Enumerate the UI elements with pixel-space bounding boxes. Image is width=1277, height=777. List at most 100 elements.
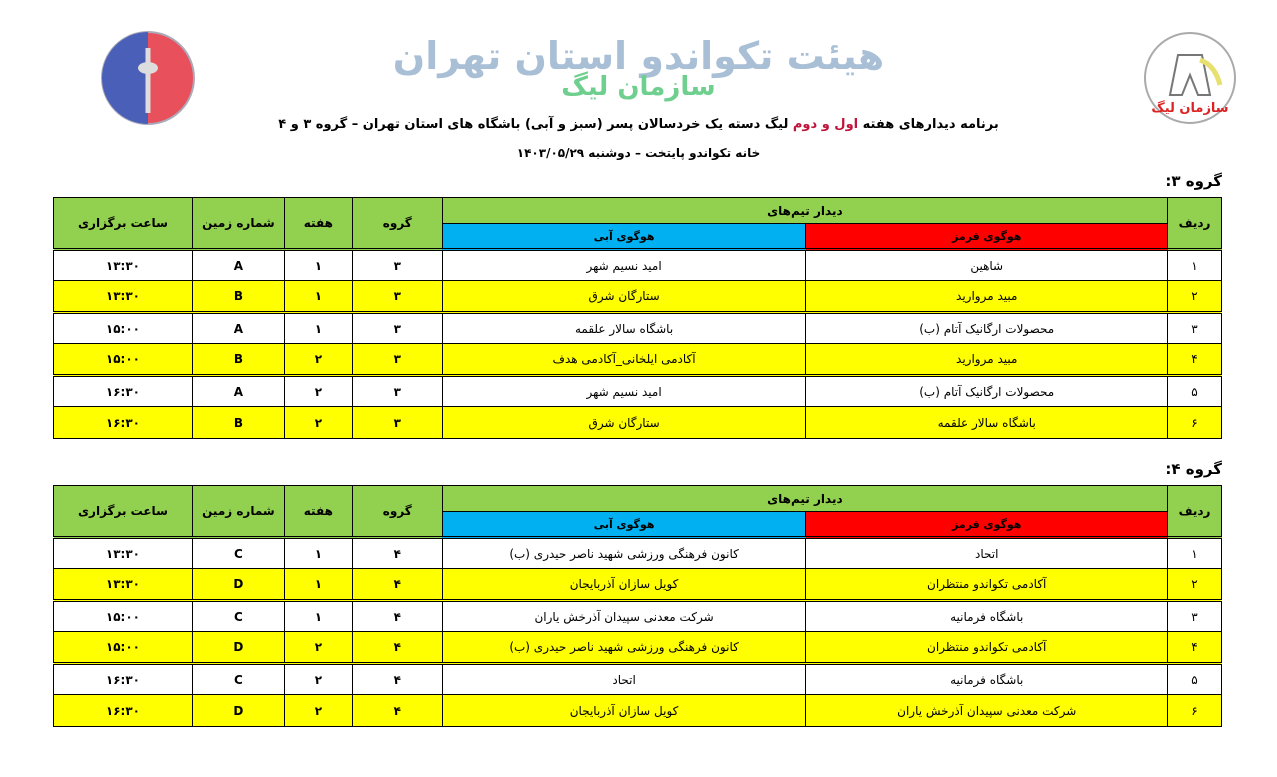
blue-team: کانون فرهنگی ورزشی شهید ناصر حیدری (ب) [441, 631, 807, 664]
svg-text:سازمان لیگ: سازمان لیگ [1151, 100, 1228, 116]
table-row: ۵ محصولات ارگانیک آتام (ب) امید نسیم شهر… [53, 374, 1222, 407]
week-number: ۱ [283, 248, 353, 281]
table-row: ۱ اتحاد کانون فرهنگی ورزشی شهید ناصر حید… [53, 536, 1222, 569]
row-number: ۲ [1167, 280, 1222, 313]
group-number: ۴ [351, 694, 443, 727]
col-row: ردیف [1167, 485, 1222, 538]
week-number: ۱ [283, 599, 353, 632]
col-court: شماره زمین [191, 197, 285, 250]
match-time: ۱۶:۳۰ [53, 406, 193, 439]
col-court: شماره زمین [191, 485, 285, 538]
court-number: A [191, 374, 285, 407]
court-number: C [191, 599, 285, 632]
red-team: باشگاه فرمانیه [805, 599, 1169, 632]
row-number: ۶ [1167, 406, 1222, 439]
col-red: هوگوی قرمز [805, 511, 1169, 538]
league-organization-logo: سازمان لیگ [1144, 32, 1236, 124]
col-blue: هوگوی آبی [441, 511, 807, 538]
court-number: B [191, 280, 285, 313]
desc-highlight: اول و دوم [792, 117, 859, 132]
red-team: محصولات ارگانیک آتام (ب) [805, 311, 1169, 344]
court-number: C [191, 536, 285, 569]
court-number: A [191, 311, 285, 344]
table-row: ۶ باشگاه سالار علقمه ستارگان شرق ۳ ۲ B ۱… [53, 406, 1222, 439]
red-team: باشگاه سالار علقمه [805, 406, 1169, 439]
table-row: ۲ آکادمی تکواندو منتظران کویل سازان آذرب… [53, 568, 1222, 601]
court-number: D [191, 568, 285, 601]
court-number: D [191, 694, 285, 727]
col-match: دیدار تیم‌های [441, 197, 1169, 224]
table-row: ۴ مبید مروارید آکادمی ایلخانی_آکادمی هدف… [53, 343, 1222, 376]
table-row: ۶ شرکت معدنی سپیدان آذرخش یاران کویل ساز… [53, 694, 1222, 727]
tehran-taekwondo-logo [101, 31, 195, 125]
group-number: ۳ [351, 406, 443, 439]
blue-team: امید نسیم شهر [441, 248, 807, 281]
court-number: B [191, 406, 285, 439]
row-number: ۵ [1167, 662, 1222, 695]
group-number: ۳ [351, 343, 443, 376]
row-number: ۱ [1167, 248, 1222, 281]
group-number: ۴ [351, 599, 443, 632]
week-number: ۱ [283, 536, 353, 569]
red-team: آکادمی تکواندو منتظران [805, 568, 1169, 601]
match-time: ۱۳:۳۰ [53, 248, 193, 281]
red-team: شاهین [805, 248, 1169, 281]
blue-team: ستارگان شرق [441, 280, 807, 313]
desc-text: لیگ دسته یک خردسالان پسر (سبز و آبی) باش… [278, 117, 793, 132]
blue-team: کویل سازان آذربایجان [441, 568, 807, 601]
blue-team: کانون فرهنگی ورزشی شهید ناصر حیدری (ب) [441, 536, 807, 569]
red-team: آکادمی تکواندو منتظران [805, 631, 1169, 664]
table-row: ۲ مبید مروارید ستارگان شرق ۳ ۱ B ۱۳:۳۰ [53, 280, 1222, 313]
red-team: اتحاد [805, 536, 1169, 569]
week-number: ۲ [283, 406, 353, 439]
schedule-description: برنامه دیدارهای هفته اول و دوم لیگ دسته … [0, 117, 1277, 132]
week-number: ۲ [283, 694, 353, 727]
blue-team: کویل سازان آذربایجان [441, 694, 807, 727]
court-number: C [191, 662, 285, 695]
week-number: ۲ [283, 631, 353, 664]
row-number: ۳ [1167, 311, 1222, 344]
court-number: B [191, 343, 285, 376]
row-number: ۶ [1167, 694, 1222, 727]
group-number: ۴ [351, 631, 443, 664]
blue-team: آکادمی ایلخانی_آکادمی هدف [441, 343, 807, 376]
match-time: ۱۶:۳۰ [53, 694, 193, 727]
match-time: ۱۳:۳۰ [53, 568, 193, 601]
row-number: ۱ [1167, 536, 1222, 569]
match-time: ۱۵:۰۰ [53, 311, 193, 344]
match-time: ۱۶:۳۰ [53, 374, 193, 407]
match-time: ۱۵:۰۰ [53, 343, 193, 376]
group-number: ۳ [351, 280, 443, 313]
col-week: هفته [283, 485, 353, 538]
row-number: ۳ [1167, 599, 1222, 632]
table-row: ۳ باشگاه فرمانیه شرکت معدنی سپیدان آذرخش… [53, 599, 1222, 632]
table-row: ۳ محصولات ارگانیک آتام (ب) باشگاه سالار … [53, 311, 1222, 344]
match-time: ۱۵:۰۰ [53, 599, 193, 632]
group-number: ۳ [351, 248, 443, 281]
row-number: ۲ [1167, 568, 1222, 601]
match-time: ۱۳:۳۰ [53, 280, 193, 313]
match-time: ۱۶:۳۰ [53, 662, 193, 695]
red-team: باشگاه فرمانیه [805, 662, 1169, 695]
row-number: ۴ [1167, 631, 1222, 664]
blue-team: اتحاد [441, 662, 807, 695]
table-row: ۴ آکادمی تکواندو منتظران کانون فرهنگی ور… [53, 631, 1222, 664]
page-subtitle: سازمان لیگ [561, 72, 716, 102]
col-match: دیدار تیم‌های [441, 485, 1169, 512]
group-number: ۴ [351, 662, 443, 695]
match-time: ۱۳:۳۰ [53, 536, 193, 569]
col-time: ساعت برگزاری [53, 197, 193, 250]
row-number: ۵ [1167, 374, 1222, 407]
court-number: A [191, 248, 285, 281]
blue-team: ستارگان شرق [441, 406, 807, 439]
col-group: گروه [351, 197, 443, 250]
col-row: ردیف [1167, 197, 1222, 250]
red-team: شرکت معدنی سپیدان آذرخش یاران [805, 694, 1169, 727]
week-number: ۲ [283, 343, 353, 376]
week-number: ۱ [283, 568, 353, 601]
red-team: مبید مروارید [805, 280, 1169, 313]
week-number: ۱ [283, 311, 353, 344]
group-title: گروه ۴: [1165, 460, 1222, 478]
row-number: ۴ [1167, 343, 1222, 376]
table-row: ۵ باشگاه فرمانیه اتحاد ۴ ۲ C ۱۶:۳۰ [53, 662, 1222, 695]
